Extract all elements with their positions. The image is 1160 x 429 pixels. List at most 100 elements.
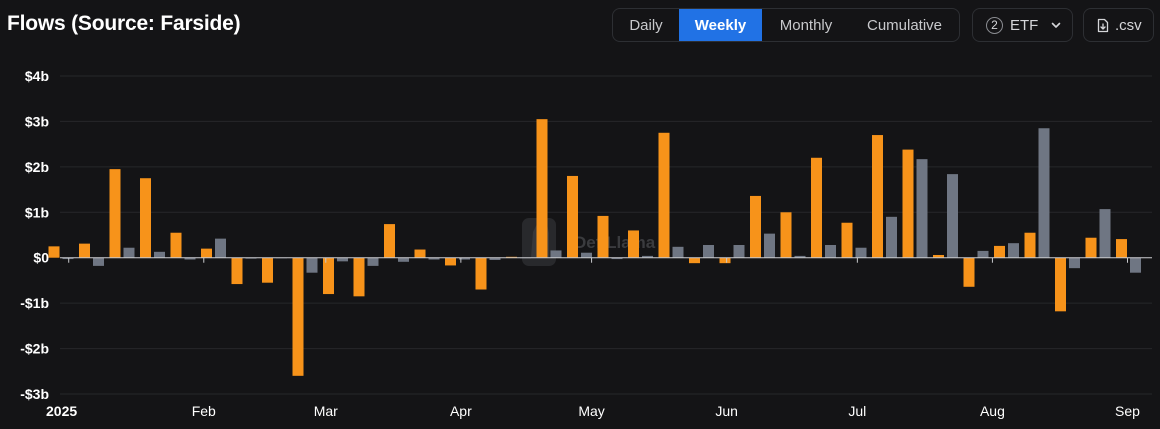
x-tick-label: Feb (192, 403, 216, 419)
bar-series-1[interactable] (750, 195, 761, 258)
bar-series-2[interactable] (581, 252, 592, 258)
etf-filter-label: ETF (1010, 16, 1039, 34)
bar-series-2[interactable] (306, 257, 318, 273)
x-tick-label: Jun (715, 403, 738, 419)
bar-series-2[interactable] (1130, 257, 1141, 273)
bar-series-1[interactable] (262, 257, 273, 283)
tab-cumulative[interactable]: Cumulative (866, 16, 943, 34)
bar-series-2[interactable] (733, 244, 745, 258)
y-tick-label: $0 (33, 250, 49, 266)
bar-series-1[interactable] (811, 157, 822, 258)
bar-series-2[interactable] (855, 247, 867, 258)
bars-layer (48, 119, 1141, 376)
bar-series-1[interactable] (292, 257, 304, 376)
bar-series-1[interactable] (1085, 237, 1097, 258)
bar-series-2[interactable] (825, 244, 836, 258)
bar-series-1[interactable] (963, 257, 975, 287)
bar-series-1[interactable] (780, 212, 792, 258)
bar-series-2[interactable] (1099, 209, 1111, 258)
x-tick-label: Jul (848, 403, 866, 419)
bar-series-1[interactable] (79, 243, 90, 258)
bar-series-2[interactable] (886, 216, 897, 258)
bar-series-2[interactable] (337, 257, 348, 262)
x-tick-label: Aug (980, 403, 1005, 419)
x-tick-label: 2025 (46, 403, 77, 419)
download-csv-button[interactable]: .csv (1083, 8, 1154, 42)
y-tick-label: -$1b (20, 295, 49, 311)
bar-series-2[interactable] (977, 250, 989, 258)
bar-series-2[interactable] (428, 257, 440, 260)
y-tick-label: $2b (25, 159, 49, 175)
bar-series-2[interactable] (947, 174, 958, 258)
bar-series-2[interactable] (703, 244, 714, 258)
bar-series-1[interactable] (231, 257, 243, 285)
bar-series-1[interactable] (567, 175, 578, 258)
bar-series-2[interactable] (1008, 243, 1019, 258)
bar-series-1[interactable] (902, 149, 914, 258)
bar-series-2[interactable] (550, 250, 562, 258)
bar-series-1[interactable] (1024, 232, 1036, 258)
bar-series-2[interactable] (154, 251, 165, 258)
bar-series-2[interactable] (642, 255, 653, 258)
bar-series-1[interactable] (597, 215, 609, 258)
bar-series-2[interactable] (367, 257, 379, 266)
bar-series-1[interactable] (48, 246, 60, 258)
file-download-icon (1096, 18, 1110, 33)
bar-series-1[interactable] (140, 178, 151, 258)
tab-monthly[interactable]: Monthly (779, 16, 833, 34)
bar-series-2[interactable] (794, 255, 806, 258)
bar-series-1[interactable] (445, 257, 456, 266)
bar-series-1[interactable] (353, 257, 365, 297)
etf-count-badge: 2 (986, 16, 1003, 34)
x-tick-label: May (578, 403, 604, 419)
csv-label: .csv (1115, 16, 1142, 34)
y-tick-label: $4b (25, 68, 49, 84)
bar-series-2[interactable] (398, 257, 409, 262)
bar-series-2[interactable] (611, 257, 623, 260)
chart-title: Flows (Source: Farside) (7, 12, 241, 35)
bar-series-2[interactable] (764, 233, 775, 258)
bar-series-1[interactable] (1055, 257, 1066, 312)
bar-series-2[interactable] (459, 257, 470, 260)
bar-series-2[interactable] (184, 257, 196, 260)
bar-series-1[interactable] (628, 230, 639, 258)
bar-series-1[interactable] (933, 254, 944, 258)
tab-weekly[interactable]: Weekly (679, 9, 762, 41)
bar-series-2[interactable] (215, 238, 226, 258)
bar-series-1[interactable] (201, 248, 212, 258)
bar-series-2[interactable] (1069, 257, 1080, 269)
chevron-down-icon (1050, 19, 1062, 31)
bar-series-2[interactable] (123, 247, 135, 258)
bar-series-1[interactable] (384, 224, 395, 258)
y-tick-label: -$3b (20, 386, 49, 402)
bar-series-1[interactable] (689, 257, 700, 264)
etf-filter-dropdown[interactable]: 2 ETF (972, 8, 1073, 42)
x-tick-label: Apr (450, 403, 472, 419)
bar-series-1[interactable] (170, 232, 182, 258)
x-tick-label: Mar (314, 403, 338, 419)
bar-series-2[interactable] (1038, 128, 1050, 258)
bar-series-1[interactable] (536, 119, 548, 258)
y-tick-label: $1b (25, 204, 49, 220)
bar-series-1[interactable] (994, 245, 1005, 258)
tab-daily[interactable]: Daily (629, 16, 663, 34)
bar-series-2[interactable] (489, 257, 501, 260)
bar-series-2[interactable] (672, 246, 684, 258)
bar-series-2[interactable] (93, 257, 104, 266)
bar-series-1[interactable] (475, 257, 487, 290)
bar-series-2[interactable] (62, 257, 74, 260)
y-tick-label: $3b (25, 113, 49, 129)
bar-series-1[interactable] (323, 257, 334, 295)
bar-series-1[interactable] (872, 135, 883, 258)
bar-series-2[interactable] (916, 159, 928, 258)
bar-series-1[interactable] (414, 249, 426, 258)
granularity-tabs: Daily Weekly Monthly Cumulative (612, 8, 960, 42)
bar-series-1[interactable] (1116, 239, 1127, 258)
x-tick-label: Sep (1115, 403, 1140, 419)
bar-series-1[interactable] (109, 169, 121, 258)
bar-series-1[interactable] (658, 132, 670, 258)
bar-series-1[interactable] (841, 222, 853, 258)
bar-series-1[interactable] (719, 257, 731, 264)
